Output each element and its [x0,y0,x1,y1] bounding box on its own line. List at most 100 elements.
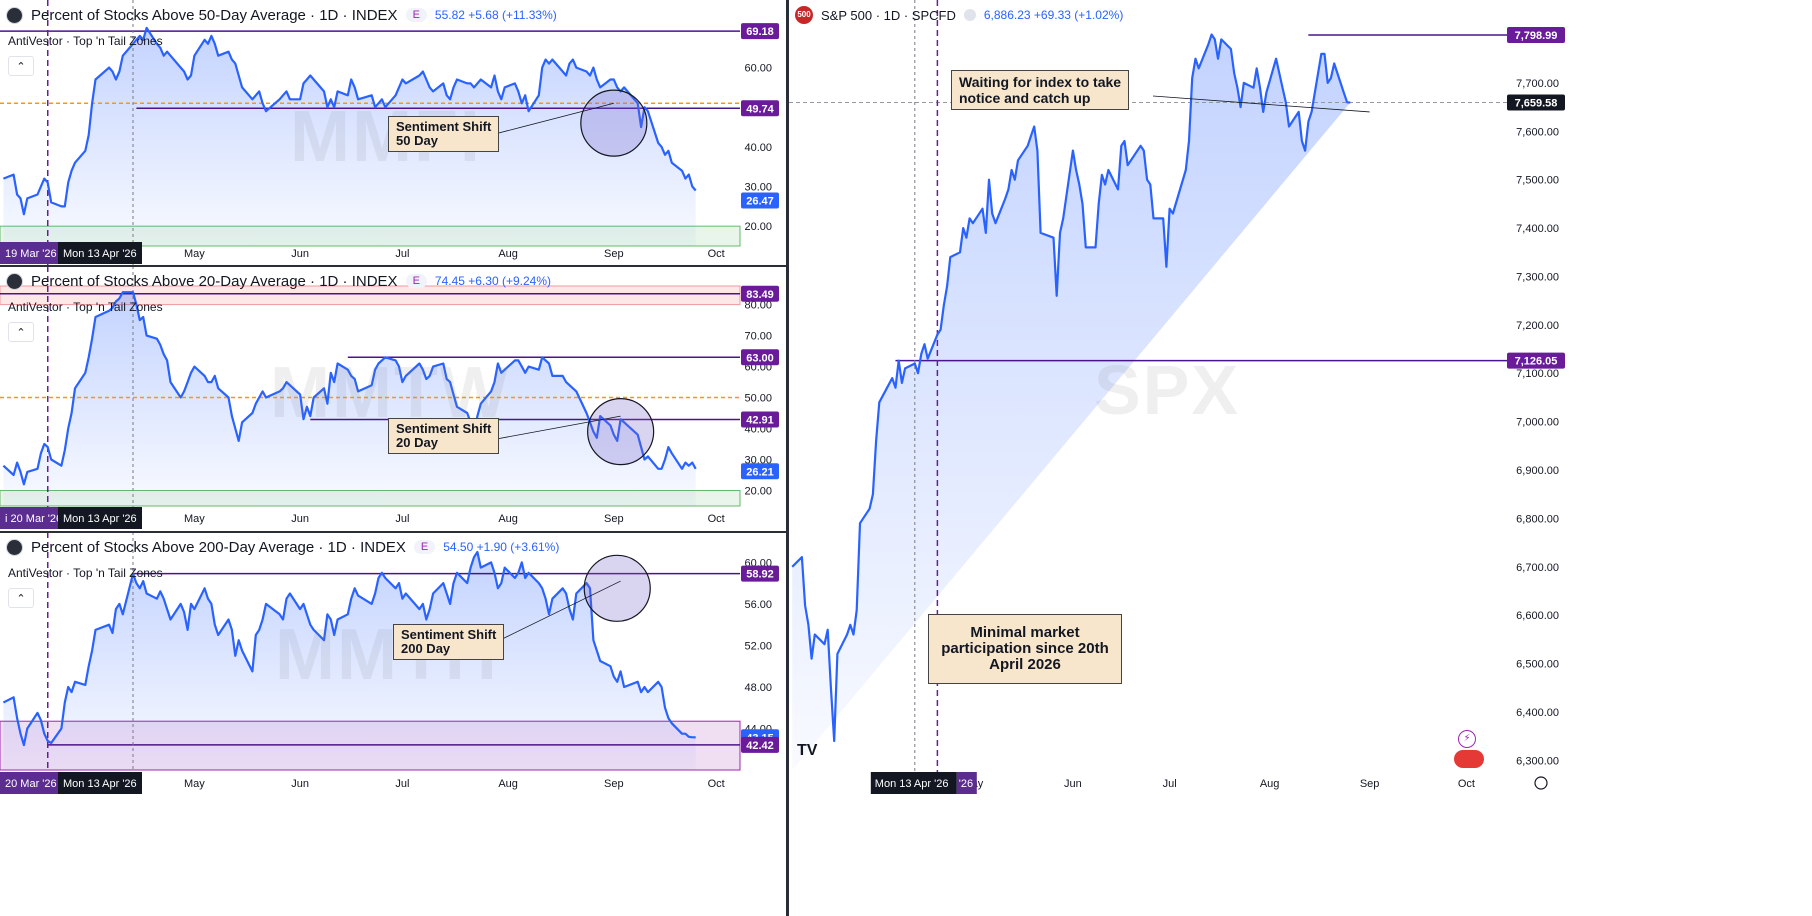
indicator-values: 74.45 +6.30 (+9.24%) [434,274,551,288]
price-tag [741,100,779,117]
chevron-up-icon: ⌃ [16,60,26,73]
sp500-icon[interactable]: 500 [795,6,813,24]
pane-separator[interactable] [0,265,786,267]
series-line [2,26,697,216]
x-tick-label: Sep [1360,778,1380,790]
study-name[interactable]: AntiVestor · Top 'n Tail Zones [8,34,163,48]
symbol-icon[interactable] [6,272,23,290]
y-tick-label: 20.00 [744,486,772,498]
y-tick-label: 7,200.00 [1516,320,1559,332]
collapse-legend-button[interactable]: ⌃ [8,588,34,608]
price-tag [741,349,779,366]
chart-50-day[interactable]: 60.0050.0040.0030.0020.00MayJunJulAugSep… [0,0,786,266]
indicator-title[interactable]: Percent of Stocks Above 20-Day Average ·… [31,272,398,290]
x-tick-label: Jun [291,778,309,790]
panel-50-day: 60.0050.0040.0030.0020.00MayJunJulAugSep… [0,0,786,266]
price-tag [741,463,779,480]
date-tag [58,507,142,529]
sentiment-shift-note[interactable]: Sentiment Shift 200 Day [393,624,505,660]
highlight-circle [587,398,655,466]
highlight-circle [580,89,648,157]
price-tag-label: 49.74 [746,103,774,115]
date-tag [956,772,977,794]
price-tag [741,565,779,582]
indicator-title[interactable]: Percent of Stocks Above 200-Day Average … [31,538,406,556]
collapse-legend-button[interactable]: ⌃ [8,56,34,76]
catch-up-note[interactable]: Waiting for index to take notice and cat… [951,70,1130,110]
chart-200-day[interactable]: 60.0056.0052.0048.0044.00MayJunJulAugSep… [0,532,786,794]
x-tick-label: Jul [1163,778,1177,790]
settings-icon [1534,776,1548,790]
x-tick-label: Oct [708,248,725,260]
symbol-icon[interactable] [6,538,23,556]
date-tag [58,242,142,264]
y-tick-label: 50.00 [744,393,772,405]
date-tag-label: 19 Mar '26 [5,248,57,260]
y-tick-label: 6,600.00 [1516,610,1559,622]
price-tag-label: 7,126.05 [1515,356,1558,368]
study-name[interactable]: AntiVestor · Top 'n Tail Zones [8,566,163,580]
tradingview-logo[interactable]: TV [797,742,818,759]
sentiment-shift-note[interactable]: Sentiment Shift 50 Day [388,116,500,152]
series-area [792,34,1351,770]
x-tick-label: Jun [291,248,309,260]
price-tag [1507,352,1565,369]
events-icon[interactable] [1454,750,1484,768]
indicator-title[interactable]: Percent of Stocks Above 50-Day Average ·… [31,6,398,24]
y-tick-label: 48.00 [744,682,772,694]
y-tick-label: 56.00 [744,599,772,611]
collapse-legend-button[interactable]: ⌃ [8,322,34,342]
price-tag-label: 63.00 [746,352,774,364]
date-tag-label: 20 Mar '26 [5,778,57,790]
indicator-values: 54.50 +1.90 (+3.61%) [443,540,560,554]
status-dot [963,9,976,21]
price-tag-label: 7,659.58 [1515,97,1558,109]
x-tick-label: Oct [1458,778,1475,790]
price-tag-label: 26.47 [746,196,774,208]
y-tick-label: 6,400.00 [1516,707,1559,719]
symbol-title[interactable]: S&P 500 · 1D · SPCFD [821,7,956,23]
price-tag-label: 83.49 [746,289,774,301]
price-tag [741,736,779,753]
y-tick-label: 6,800.00 [1516,513,1559,525]
y-tick-label: 80.00 [744,300,772,312]
price-tag-label: 42.91 [746,415,774,427]
x-tick-label: Sep [604,248,624,260]
earnings-badge[interactable]: E [405,8,427,22]
price-tag-label: 69.18 [746,26,774,38]
date-tag-label: i 20 Mar '26 [5,513,62,525]
date-tag [58,772,142,794]
series-line [2,291,697,486]
earnings-badge[interactable]: E [405,274,427,288]
y-tick-label: 7,100.00 [1516,368,1559,380]
participation-note[interactable]: Minimal market participation since 20th … [928,614,1122,684]
y-tick-label: 40.00 [744,142,772,154]
x-tick-label: Jun [291,513,309,525]
series-area [3,552,696,770]
x-tick-label: Sep [604,778,624,790]
lightning-icon[interactable]: ⚡ [1458,730,1476,748]
y-tick-label: 30.00 [744,182,772,194]
callout-pointer [495,580,621,643]
pane-separator[interactable] [0,531,786,533]
series-line [791,33,1351,743]
x-tick-label: Oct [708,513,725,525]
sentiment-shift-note[interactable]: Sentiment Shift 20 Day [388,418,500,454]
study-name[interactable]: AntiVestor · Top 'n Tail Zones [8,300,163,314]
x-tick-label: Aug [1260,778,1280,790]
x-tick-label: Aug [498,248,518,260]
date-tag-label: '26 [959,778,973,790]
x-tick-label: Jul [395,778,409,790]
series-line [2,550,696,747]
x-tick-label: May [184,778,205,790]
chart-spx[interactable]: 7,700.00 7,600.00 7,500.00 7,400.00 7,300.00… [789,0,1812,916]
y-tick-label: 6,700.00 [1516,562,1559,574]
symbol-icon[interactable] [6,6,23,24]
chevron-up-icon: ⌃ [16,592,26,605]
x-tick-label: Oct [708,778,725,790]
pane-separator[interactable] [786,0,789,916]
earnings-badge[interactable]: E [413,540,436,554]
y-tick-label: 6,500.00 [1516,659,1559,671]
y-tick-label: 7,400.00 [1516,223,1559,235]
